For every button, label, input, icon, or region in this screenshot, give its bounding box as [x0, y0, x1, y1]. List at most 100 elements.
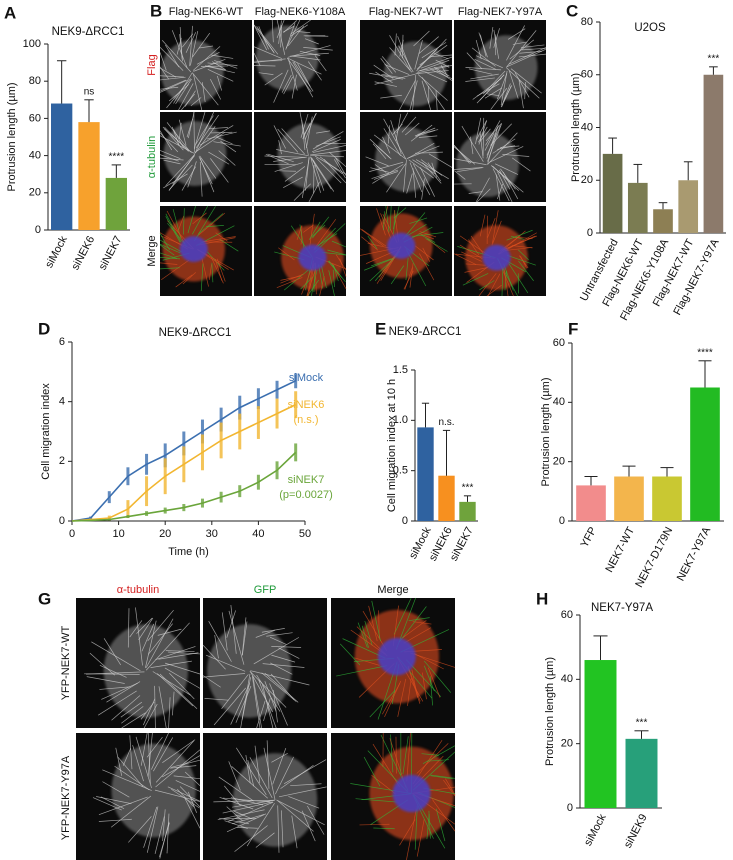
filament [269, 683, 288, 726]
filament [278, 786, 327, 798]
bar [584, 660, 617, 808]
filament [335, 157, 347, 176]
filament [232, 814, 265, 825]
filament [196, 51, 220, 65]
filament [371, 600, 381, 642]
y-tick-label: 80 [29, 75, 41, 87]
filament [434, 68, 453, 81]
filament [266, 740, 270, 789]
filament [252, 676, 262, 729]
filament [479, 131, 484, 159]
x-tick-label: siMock [43, 234, 70, 270]
micrograph [253, 19, 346, 110]
filament [413, 163, 431, 196]
cell-body [207, 624, 292, 718]
row-label: YFP-NEK7-Y97A [60, 755, 72, 840]
y-axis-label: Protrusion length (µm) [540, 377, 552, 486]
filament [201, 82, 206, 103]
filament [211, 262, 214, 283]
filament [199, 125, 234, 146]
filament [231, 766, 268, 799]
filament [155, 749, 201, 788]
filament [414, 245, 434, 261]
filament [202, 644, 226, 670]
filament [486, 93, 500, 97]
filament [415, 130, 435, 137]
filament [210, 79, 222, 100]
y-tick-label: 1.0 [393, 414, 408, 426]
filament [371, 257, 394, 267]
filament [211, 257, 224, 284]
filament [98, 690, 137, 716]
filament [145, 622, 190, 671]
filament [427, 667, 441, 698]
filament [165, 216, 181, 243]
filament [461, 125, 484, 162]
filament [282, 25, 295, 33]
filament [228, 761, 241, 791]
filament [140, 732, 148, 766]
filament [153, 737, 174, 772]
filament [406, 809, 417, 860]
filament [417, 74, 448, 101]
filament [106, 681, 141, 703]
filament [518, 255, 529, 269]
filament [86, 676, 125, 684]
filament [208, 127, 228, 130]
filament [187, 205, 196, 234]
filament [271, 19, 274, 43]
filament [284, 166, 306, 182]
filament [390, 120, 402, 155]
filament [461, 251, 482, 262]
filament [505, 247, 533, 251]
filament [380, 94, 402, 99]
filament [235, 685, 252, 723]
filament [518, 53, 547, 58]
filament [489, 146, 524, 163]
filament [397, 36, 412, 70]
filament [168, 697, 171, 729]
filament [170, 765, 197, 769]
filament [406, 142, 435, 160]
filament [394, 33, 397, 56]
filament [453, 167, 483, 170]
filament [512, 41, 527, 45]
filament [217, 809, 265, 821]
y-tick-label: 4 [59, 396, 65, 408]
filament [103, 638, 122, 666]
filament [156, 673, 194, 707]
filament [389, 205, 392, 231]
filament [310, 150, 347, 156]
filament [274, 162, 303, 172]
filament [193, 111, 195, 153]
filament [401, 116, 417, 133]
filament [280, 810, 284, 848]
filament [296, 31, 311, 34]
filament [236, 826, 258, 829]
filament [228, 801, 274, 822]
filament [115, 747, 123, 776]
filament [255, 629, 276, 638]
filament [500, 83, 511, 108]
filament [336, 665, 387, 677]
filament [191, 72, 219, 106]
filament [213, 141, 241, 147]
filament [159, 150, 181, 160]
filament [277, 800, 314, 832]
filament [375, 145, 392, 160]
filament [431, 774, 455, 779]
filament [364, 620, 373, 646]
filament [475, 117, 482, 145]
filament [206, 65, 235, 74]
filament [117, 756, 144, 788]
filament [390, 265, 405, 285]
filament [311, 157, 335, 192]
filament [425, 71, 448, 83]
filament [312, 131, 344, 150]
filament [99, 686, 131, 690]
filament [222, 797, 271, 803]
filament [195, 115, 214, 145]
filament [414, 127, 436, 137]
filament [335, 254, 347, 271]
filament [299, 111, 309, 156]
